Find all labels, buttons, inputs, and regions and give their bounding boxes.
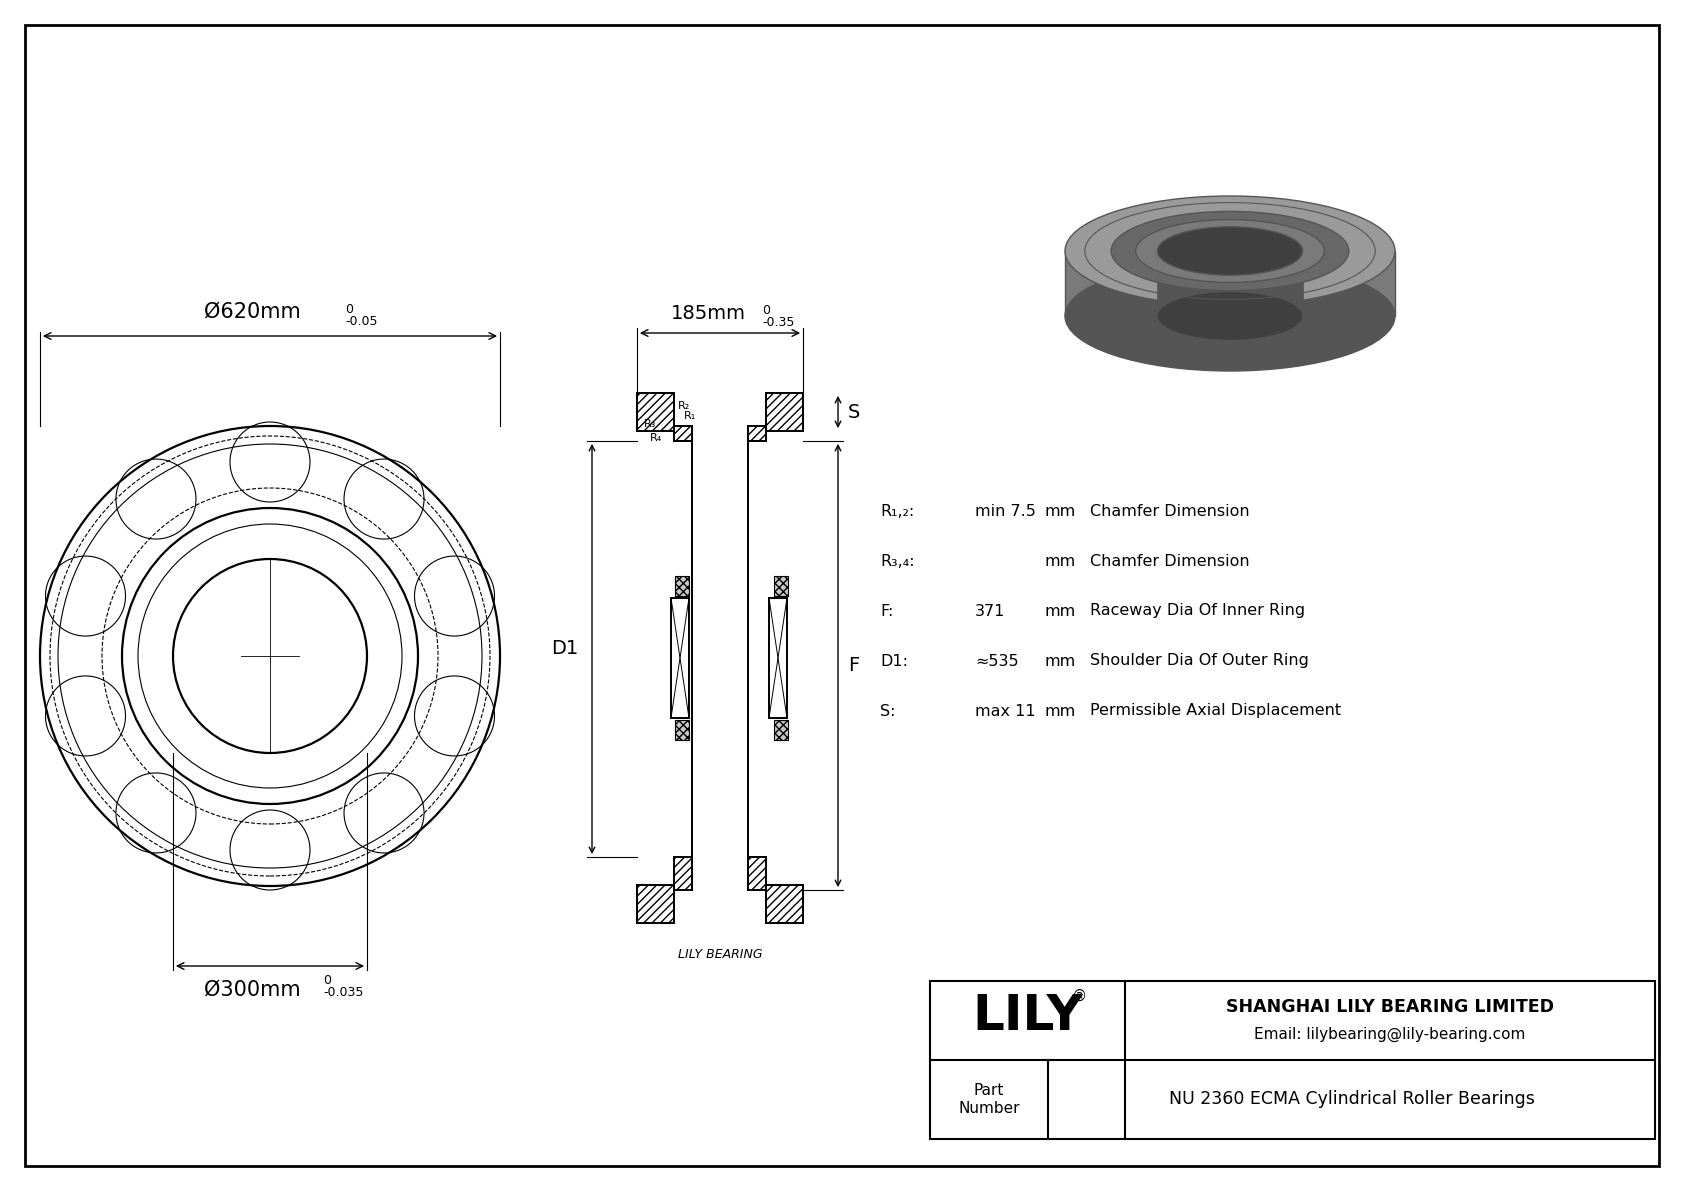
Text: 371: 371 bbox=[975, 604, 1005, 618]
Text: R₃: R₃ bbox=[643, 419, 657, 429]
Bar bbox=[670, 598, 689, 718]
Text: mm: mm bbox=[1046, 604, 1076, 618]
Text: R₂: R₂ bbox=[679, 401, 690, 411]
Text: D1: D1 bbox=[551, 640, 578, 659]
Text: Ø620mm: Ø620mm bbox=[204, 303, 300, 322]
Text: LILY BEARING: LILY BEARING bbox=[677, 948, 763, 961]
Text: 0: 0 bbox=[345, 303, 354, 316]
Bar bbox=[930, 981, 1655, 1139]
Text: R₁,₂:: R₁,₂: bbox=[881, 504, 914, 518]
Ellipse shape bbox=[1135, 219, 1324, 282]
Ellipse shape bbox=[1111, 211, 1349, 291]
Bar bbox=[675, 721, 689, 740]
Ellipse shape bbox=[1157, 226, 1303, 275]
Text: Email: lilybearing@lily-bearing.com: Email: lilybearing@lily-bearing.com bbox=[1255, 1027, 1526, 1042]
Text: Raceway Dia Of Inner Ring: Raceway Dia Of Inner Ring bbox=[1090, 604, 1305, 618]
Bar bbox=[748, 858, 766, 890]
Text: SHANGHAI LILY BEARING LIMITED: SHANGHAI LILY BEARING LIMITED bbox=[1226, 998, 1554, 1016]
Bar bbox=[1064, 251, 1394, 316]
Text: D1:: D1: bbox=[881, 654, 908, 668]
Bar bbox=[674, 426, 692, 441]
Text: Ø300mm: Ø300mm bbox=[204, 980, 300, 1000]
Bar bbox=[770, 598, 786, 718]
Ellipse shape bbox=[1157, 226, 1303, 275]
Text: 0: 0 bbox=[761, 304, 770, 317]
Text: mm: mm bbox=[1046, 504, 1076, 518]
Text: max 11: max 11 bbox=[975, 704, 1036, 718]
Text: mm: mm bbox=[1046, 654, 1076, 668]
Text: S:: S: bbox=[881, 704, 896, 718]
Bar bbox=[748, 426, 766, 441]
Bar bbox=[775, 721, 788, 740]
Text: mm: mm bbox=[1046, 704, 1076, 718]
Bar bbox=[674, 858, 692, 890]
Text: R₃,₄:: R₃,₄: bbox=[881, 554, 914, 568]
Bar bbox=[637, 885, 674, 923]
Text: mm: mm bbox=[1046, 554, 1076, 568]
Text: -0.05: -0.05 bbox=[345, 314, 377, 328]
Ellipse shape bbox=[1064, 261, 1394, 372]
Text: 0: 0 bbox=[323, 974, 332, 987]
Text: Chamfer Dimension: Chamfer Dimension bbox=[1090, 554, 1250, 568]
Text: Part
Number: Part Number bbox=[958, 1084, 1021, 1116]
Text: 185mm: 185mm bbox=[670, 304, 746, 323]
Text: ®: ® bbox=[1073, 989, 1088, 1004]
Text: F: F bbox=[849, 656, 859, 675]
Bar bbox=[775, 576, 788, 596]
Bar bbox=[1157, 251, 1303, 316]
Text: Shoulder Dia Of Outer Ring: Shoulder Dia Of Outer Ring bbox=[1090, 654, 1308, 668]
Text: R₄: R₄ bbox=[650, 434, 662, 443]
Text: F:: F: bbox=[881, 604, 894, 618]
Text: min 7.5: min 7.5 bbox=[975, 504, 1036, 518]
Text: LILY: LILY bbox=[972, 992, 1083, 1041]
Ellipse shape bbox=[1064, 197, 1394, 306]
Text: -0.35: -0.35 bbox=[761, 316, 795, 329]
Text: Permissible Axial Displacement: Permissible Axial Displacement bbox=[1090, 704, 1340, 718]
Text: NU 2360 ECMA Cylindrical Roller Bearings: NU 2360 ECMA Cylindrical Roller Bearings bbox=[1169, 1091, 1534, 1109]
Bar bbox=[766, 885, 803, 923]
Text: Chamfer Dimension: Chamfer Dimension bbox=[1090, 504, 1250, 518]
Text: -0.035: -0.035 bbox=[323, 986, 364, 999]
Bar bbox=[766, 393, 803, 431]
Text: S: S bbox=[849, 403, 861, 422]
Ellipse shape bbox=[1157, 292, 1303, 341]
Bar bbox=[637, 393, 674, 431]
Text: ≈535: ≈535 bbox=[975, 654, 1019, 668]
Text: R₁: R₁ bbox=[684, 411, 695, 420]
Bar bbox=[675, 576, 689, 596]
